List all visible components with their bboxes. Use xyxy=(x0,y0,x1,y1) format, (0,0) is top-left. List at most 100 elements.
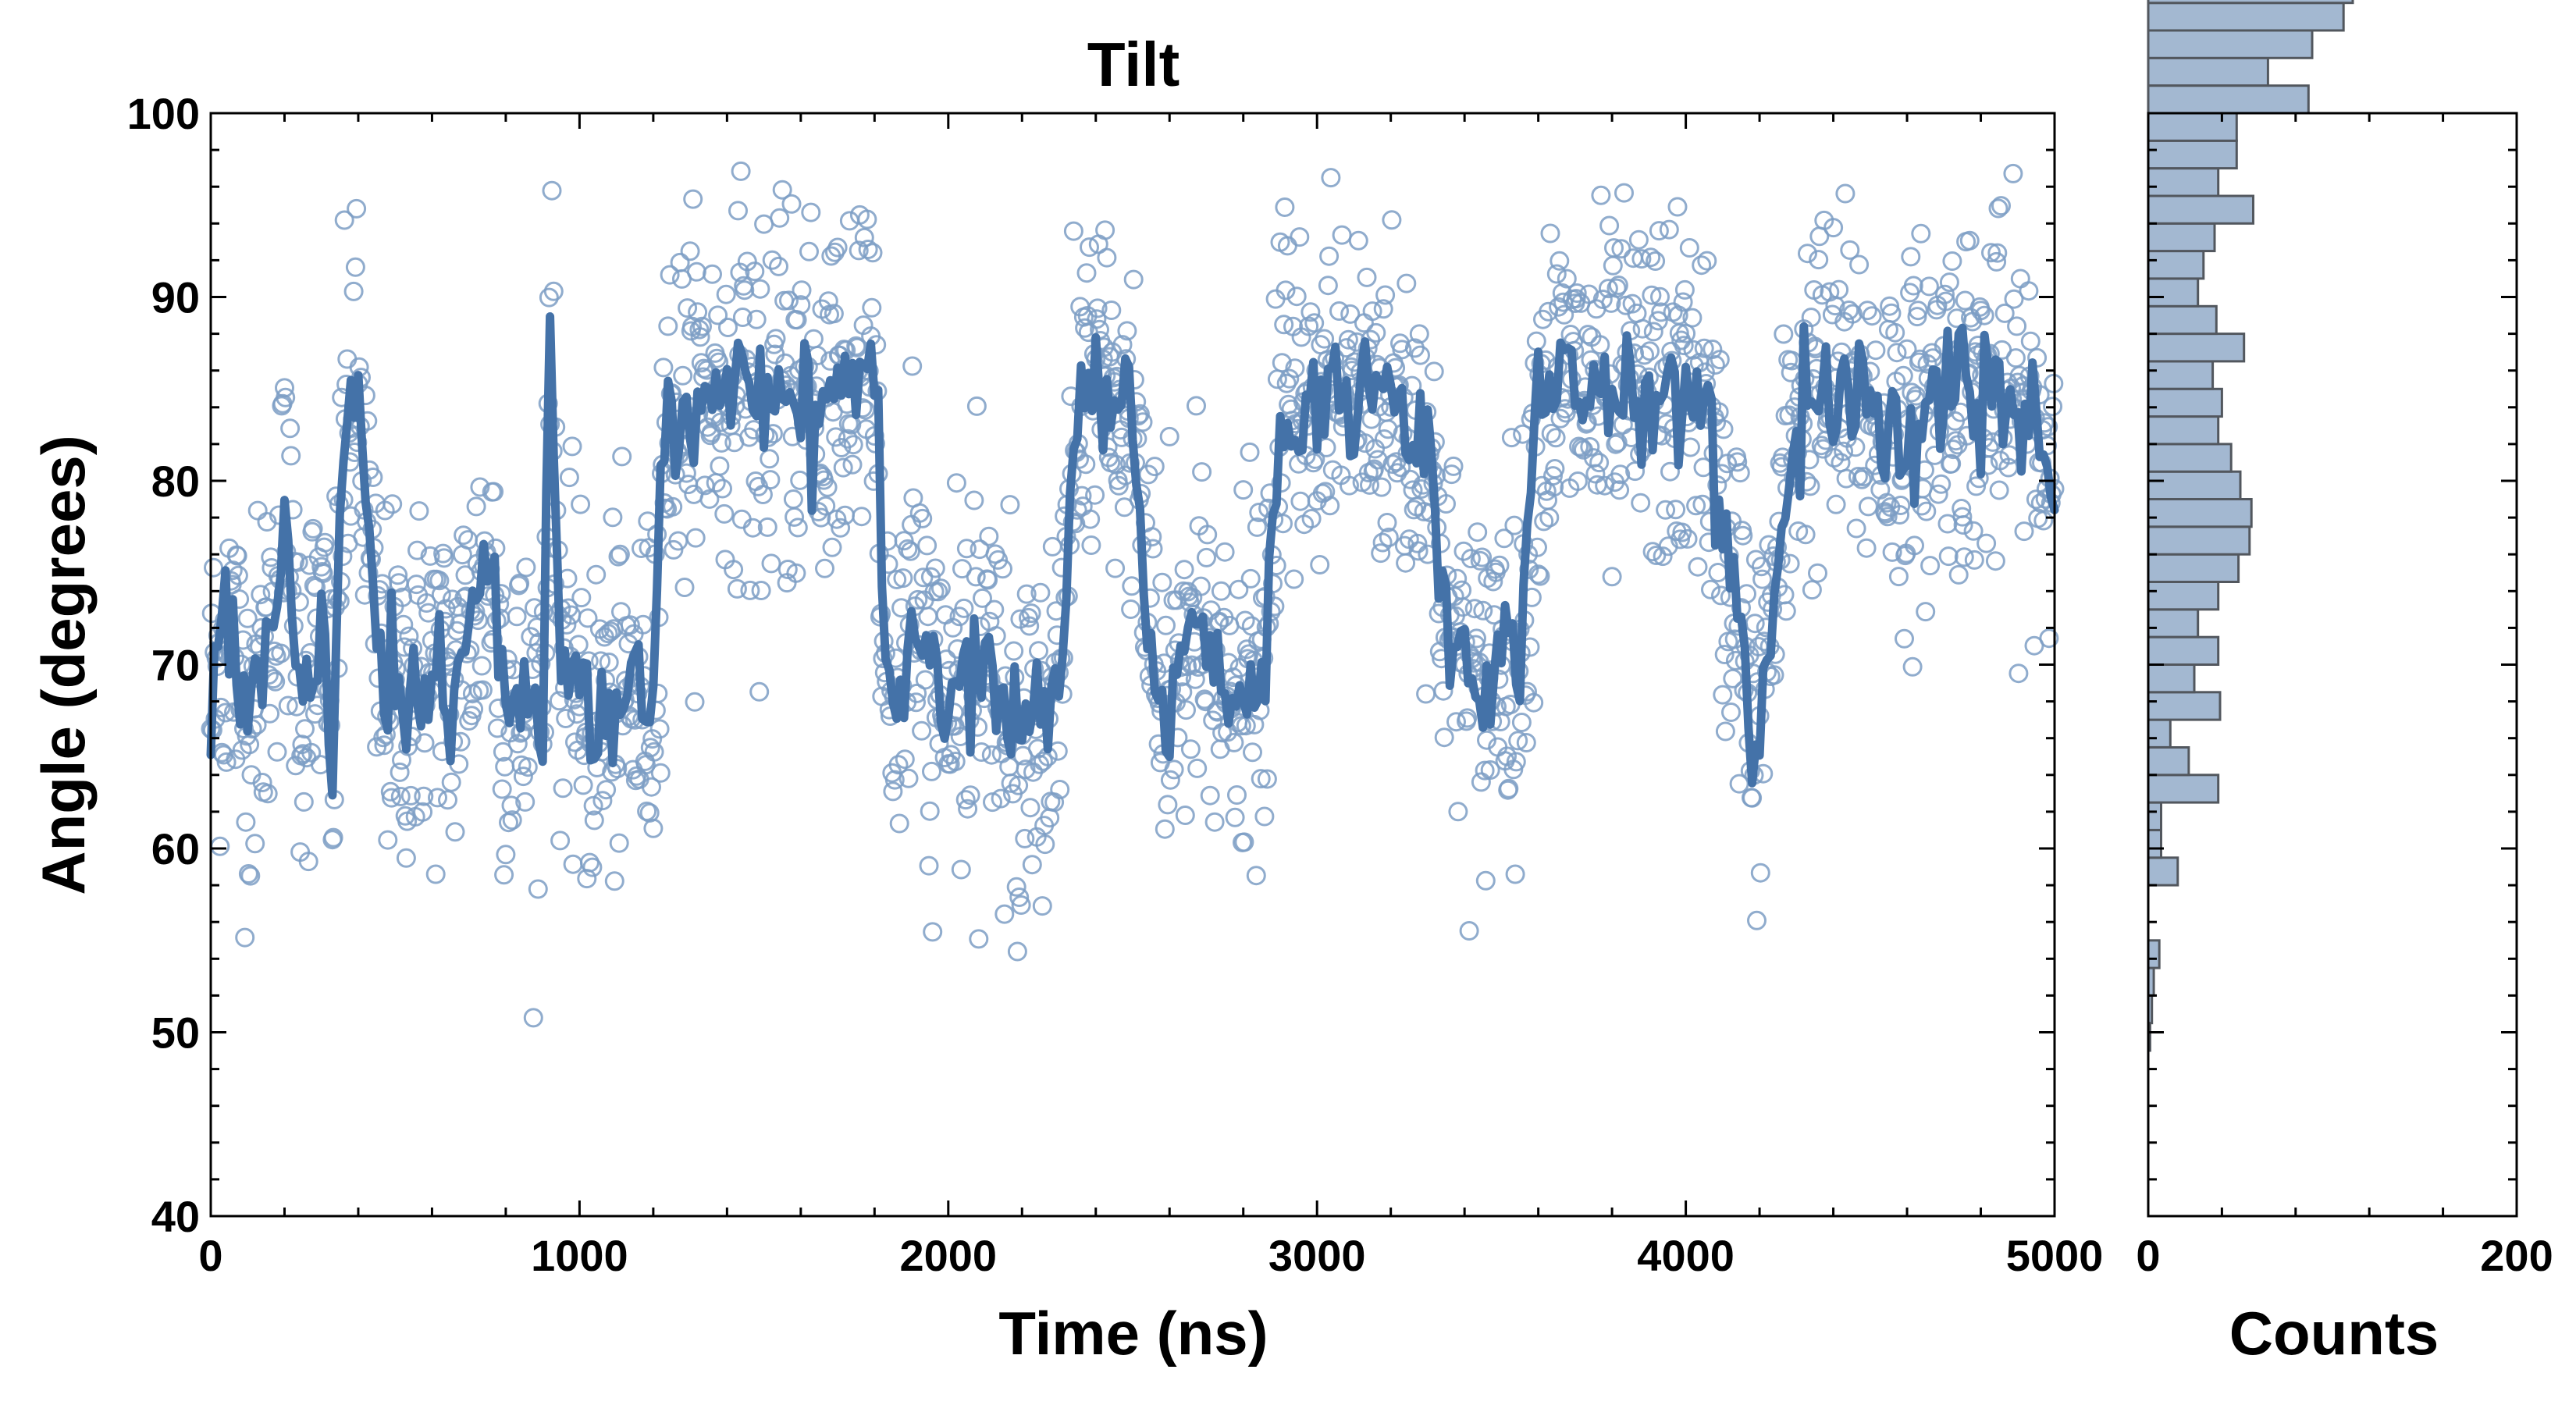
scatter-point xyxy=(2014,521,2034,542)
scatter-point xyxy=(969,929,989,949)
scatter-point xyxy=(1442,464,1462,485)
scatter-point xyxy=(1708,563,1728,582)
running-average-path xyxy=(206,312,2059,800)
scatter-point xyxy=(1225,807,1245,827)
scatter-point xyxy=(251,585,271,605)
scatter-point xyxy=(640,738,660,758)
scatter-point xyxy=(1528,564,1549,585)
scatter-point xyxy=(1546,264,1567,284)
histogram-bar xyxy=(2147,856,2179,887)
chart-title: Tilt xyxy=(1087,30,1180,99)
scatter-point xyxy=(516,557,536,578)
scatter-point xyxy=(1669,323,1689,343)
scatter-point xyxy=(607,759,628,779)
scatter-point xyxy=(1396,553,1416,573)
histogram-bar xyxy=(2147,718,2172,749)
scatter-point xyxy=(492,779,512,799)
histogram-bar xyxy=(2147,553,2240,584)
scatter-point xyxy=(1254,806,1275,827)
scatter-point xyxy=(1247,517,1267,537)
scatter-point xyxy=(1546,428,1566,448)
scatter-point xyxy=(1591,185,1611,205)
scatter-point xyxy=(494,865,514,885)
scatter-point xyxy=(1721,702,1741,722)
histogram-bar xyxy=(2147,250,2205,280)
scatter-point xyxy=(553,778,573,799)
scatter-point xyxy=(1893,365,1913,386)
scatter-point xyxy=(1656,500,1676,520)
scatter-point xyxy=(1489,555,1510,575)
scatter-point xyxy=(923,922,943,942)
scatter-point xyxy=(1022,855,1042,875)
scatter-point xyxy=(1373,299,1393,319)
scatter-point xyxy=(801,202,821,222)
scatter-point xyxy=(818,291,838,311)
scatter-point xyxy=(1144,457,1165,477)
scatter-point xyxy=(658,316,678,336)
scatter-point xyxy=(642,777,661,797)
histogram-bar xyxy=(2147,56,2269,87)
scatter-point xyxy=(1187,396,1206,416)
scatter-point xyxy=(1143,539,1163,559)
scatter-point xyxy=(1044,792,1065,813)
scatter-point xyxy=(1622,293,1642,314)
scatter-point xyxy=(663,496,683,517)
scatter-point xyxy=(1650,286,1670,307)
scatter-point xyxy=(751,581,771,600)
scatter-point xyxy=(1674,336,1694,356)
scatter-point xyxy=(981,745,1002,765)
scatter-point xyxy=(563,854,583,874)
scatter-point xyxy=(1030,582,1051,603)
scatter-point xyxy=(827,237,848,258)
scatter-point xyxy=(849,240,869,261)
histogram-bar xyxy=(2147,801,2162,831)
y-tick-label: 50 xyxy=(151,1008,200,1058)
scatter-point xyxy=(2005,348,2026,368)
scatter-point xyxy=(930,578,951,599)
scatter-point xyxy=(1976,533,1997,553)
scatter-point xyxy=(1697,251,1717,271)
scatter-point xyxy=(1321,168,1341,188)
scatter-point xyxy=(1989,480,2009,500)
scatter-point xyxy=(438,790,457,810)
scatter-point xyxy=(1643,322,1663,342)
scatter-point xyxy=(862,297,882,318)
scatter-point xyxy=(746,309,767,329)
scatter-point xyxy=(1411,345,1430,365)
scatter-point xyxy=(1197,525,1218,545)
scatter-point xyxy=(1251,769,1271,789)
scatter-point xyxy=(584,810,604,831)
scatter-point xyxy=(633,614,653,635)
scatter-point xyxy=(1433,681,1453,701)
scatter-point xyxy=(779,290,799,311)
scatter-point xyxy=(420,546,440,566)
scatter-point xyxy=(1511,713,1532,732)
scatter-point xyxy=(1936,291,1956,311)
scatter-point xyxy=(1801,308,1821,328)
scatter-point xyxy=(1000,495,1020,515)
scatter-point xyxy=(1723,668,1743,688)
scatter-point xyxy=(390,762,410,782)
scatter-point xyxy=(1285,358,1305,379)
scatter-point xyxy=(313,564,333,583)
scatter-point xyxy=(518,757,538,777)
scatter-point xyxy=(1516,733,1536,752)
scatter-point xyxy=(1076,454,1096,475)
scatter-point xyxy=(1483,571,1503,592)
scatter-point xyxy=(973,588,992,608)
scatter-point xyxy=(2043,397,2063,417)
histogram-bar xyxy=(2147,581,2220,611)
scatter-point xyxy=(556,709,576,728)
scatter-point xyxy=(1666,500,1686,520)
scatter-point xyxy=(1994,303,2015,323)
scatter-point xyxy=(428,788,447,808)
scatter-point xyxy=(854,227,874,247)
scatter-point xyxy=(1954,547,1974,567)
scatter-point xyxy=(888,755,909,775)
histogram-bar xyxy=(2147,635,2220,667)
scatter-point xyxy=(954,598,974,618)
scatter-point xyxy=(1880,296,1900,316)
scatter-point xyxy=(1160,770,1180,790)
scatter-point xyxy=(1679,238,1699,258)
scatter-point xyxy=(1554,304,1574,325)
